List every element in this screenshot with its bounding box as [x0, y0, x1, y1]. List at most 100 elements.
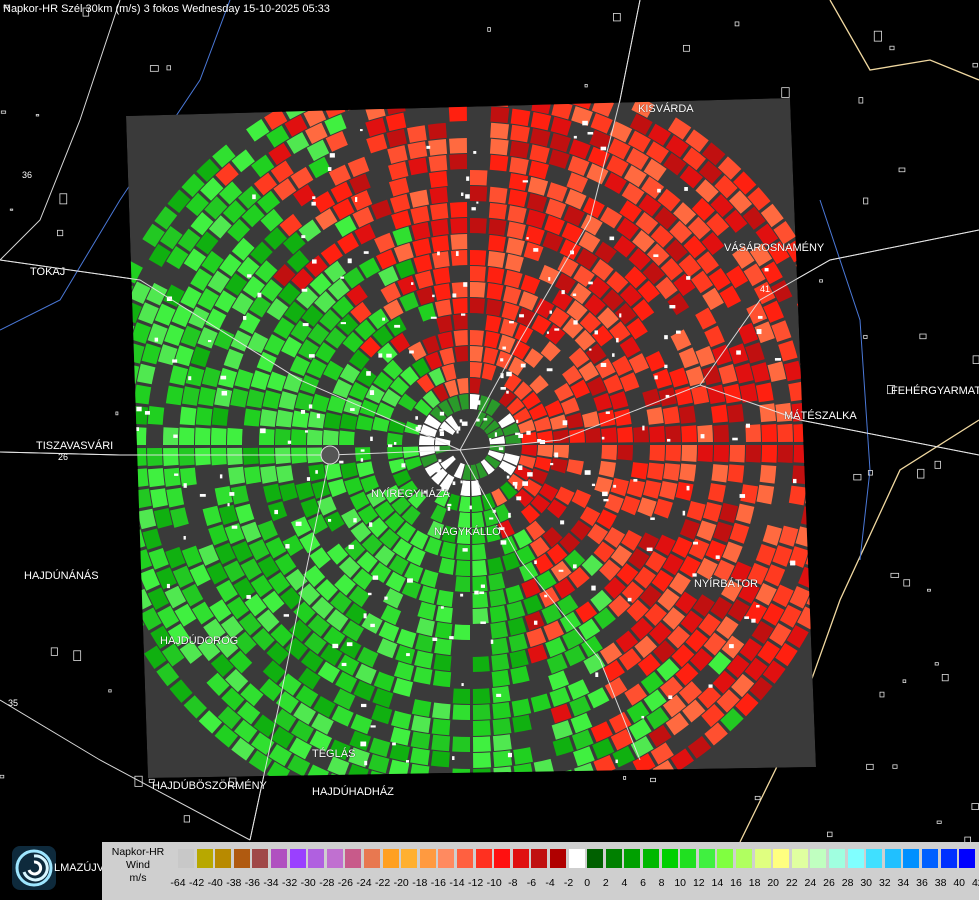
noise-speckle [353, 518, 357, 523]
noise-speckle [526, 430, 531, 435]
noise-speckle [664, 364, 668, 369]
wind-cell [601, 427, 617, 443]
wind-cell [492, 685, 511, 703]
wind-cell [349, 173, 371, 194]
wind-cell [257, 555, 280, 578]
wind-cell [632, 299, 655, 322]
wind-cell [585, 427, 601, 443]
wind-cell [567, 155, 590, 176]
legend-tick: 42 [971, 877, 979, 889]
wind-cell [342, 620, 364, 642]
wind-cell [746, 302, 768, 325]
map-title: Napkor-HR Szél 30km (m/s) 3 fokos Wednes… [3, 3, 330, 15]
noise-speckle [439, 428, 444, 432]
wind-cell [131, 468, 149, 488]
wind-cell [550, 116, 572, 136]
wind-cell [743, 263, 766, 287]
wind-cell [350, 521, 372, 543]
wind-cell [133, 384, 152, 405]
noise-speckle [615, 759, 618, 764]
noise-speckle [405, 760, 410, 763]
noise-speckle [600, 362, 607, 367]
noise-speckle [667, 438, 671, 442]
wind-cell [390, 332, 411, 353]
wind-cell [137, 508, 157, 530]
wind-cell [472, 688, 491, 704]
noise-speckle [751, 618, 756, 623]
river-line [819, 199, 871, 561]
city-label: NYÍREGYHÁZA [371, 488, 450, 500]
wind-cell [762, 660, 786, 684]
wind-cell [352, 206, 374, 228]
wind-cell [185, 192, 209, 217]
wind-cell [215, 542, 236, 565]
legend-swatch [754, 849, 771, 868]
wind-cell [606, 271, 629, 294]
settlement-outline [927, 588, 931, 592]
wind-cell [487, 450, 504, 462]
wind-cell [332, 198, 355, 220]
wind-cell [719, 502, 739, 524]
wind-cell [564, 189, 587, 210]
wind-cell [163, 467, 181, 487]
noise-speckle [616, 337, 619, 343]
wind-cell [169, 365, 189, 386]
wind-cell [314, 291, 336, 313]
wind-cell [389, 193, 411, 213]
wind-cell [493, 766, 513, 778]
wind-cell [416, 286, 435, 306]
wind-cell [344, 539, 366, 561]
noise-speckle [440, 606, 444, 609]
wind-cell [389, 376, 410, 396]
wind-cell [555, 486, 575, 506]
wind-cell [599, 559, 621, 581]
wind-cell [544, 400, 564, 418]
noise-speckle [633, 478, 638, 482]
settlement-outline [623, 776, 627, 780]
wind-cell [718, 363, 738, 385]
wind-cell [262, 590, 285, 614]
wind-cell [568, 347, 590, 369]
wind-cell [777, 445, 793, 463]
wind-cell [357, 646, 379, 668]
wind-cell [772, 545, 793, 567]
wind-cell [165, 546, 186, 569]
wind-cell [582, 197, 605, 219]
wind-cell [407, 490, 427, 509]
wind-cell [592, 738, 615, 760]
noise-speckle [304, 430, 308, 433]
wind-cell [556, 802, 577, 821]
noise-speckle [340, 322, 346, 325]
settlement-outline [56, 229, 64, 237]
wind-cell [673, 202, 697, 226]
wind-cell [270, 160, 294, 183]
wind-cell [745, 424, 761, 443]
noise-speckle [729, 644, 734, 649]
legend-tick: 14 [711, 877, 724, 889]
wind-cell [727, 404, 744, 423]
wind-cell [489, 186, 508, 204]
wind-cell [626, 599, 649, 622]
wind-cell [645, 141, 670, 164]
wind-cell [449, 202, 468, 218]
wind-cell [674, 386, 694, 406]
wind-cell [701, 142, 726, 166]
wind-cell [183, 248, 207, 272]
wind-cell [401, 505, 421, 526]
wind-cell [180, 286, 202, 309]
wind-cell [317, 661, 340, 684]
noise-speckle [508, 512, 511, 518]
wind-cell [227, 447, 243, 466]
wind-cell [392, 469, 412, 487]
noise-speckle [570, 250, 575, 255]
noise-speckle [183, 535, 186, 540]
wind-cell [250, 241, 273, 265]
wind-cell [788, 485, 807, 506]
noise-speckle [537, 439, 542, 443]
legend-tick: 24 [804, 877, 817, 889]
wind-cell [422, 390, 440, 409]
settlement-outline [734, 21, 740, 27]
noise-speckle [172, 359, 178, 363]
wind-cell [105, 363, 123, 384]
settlement-outline [898, 167, 906, 173]
